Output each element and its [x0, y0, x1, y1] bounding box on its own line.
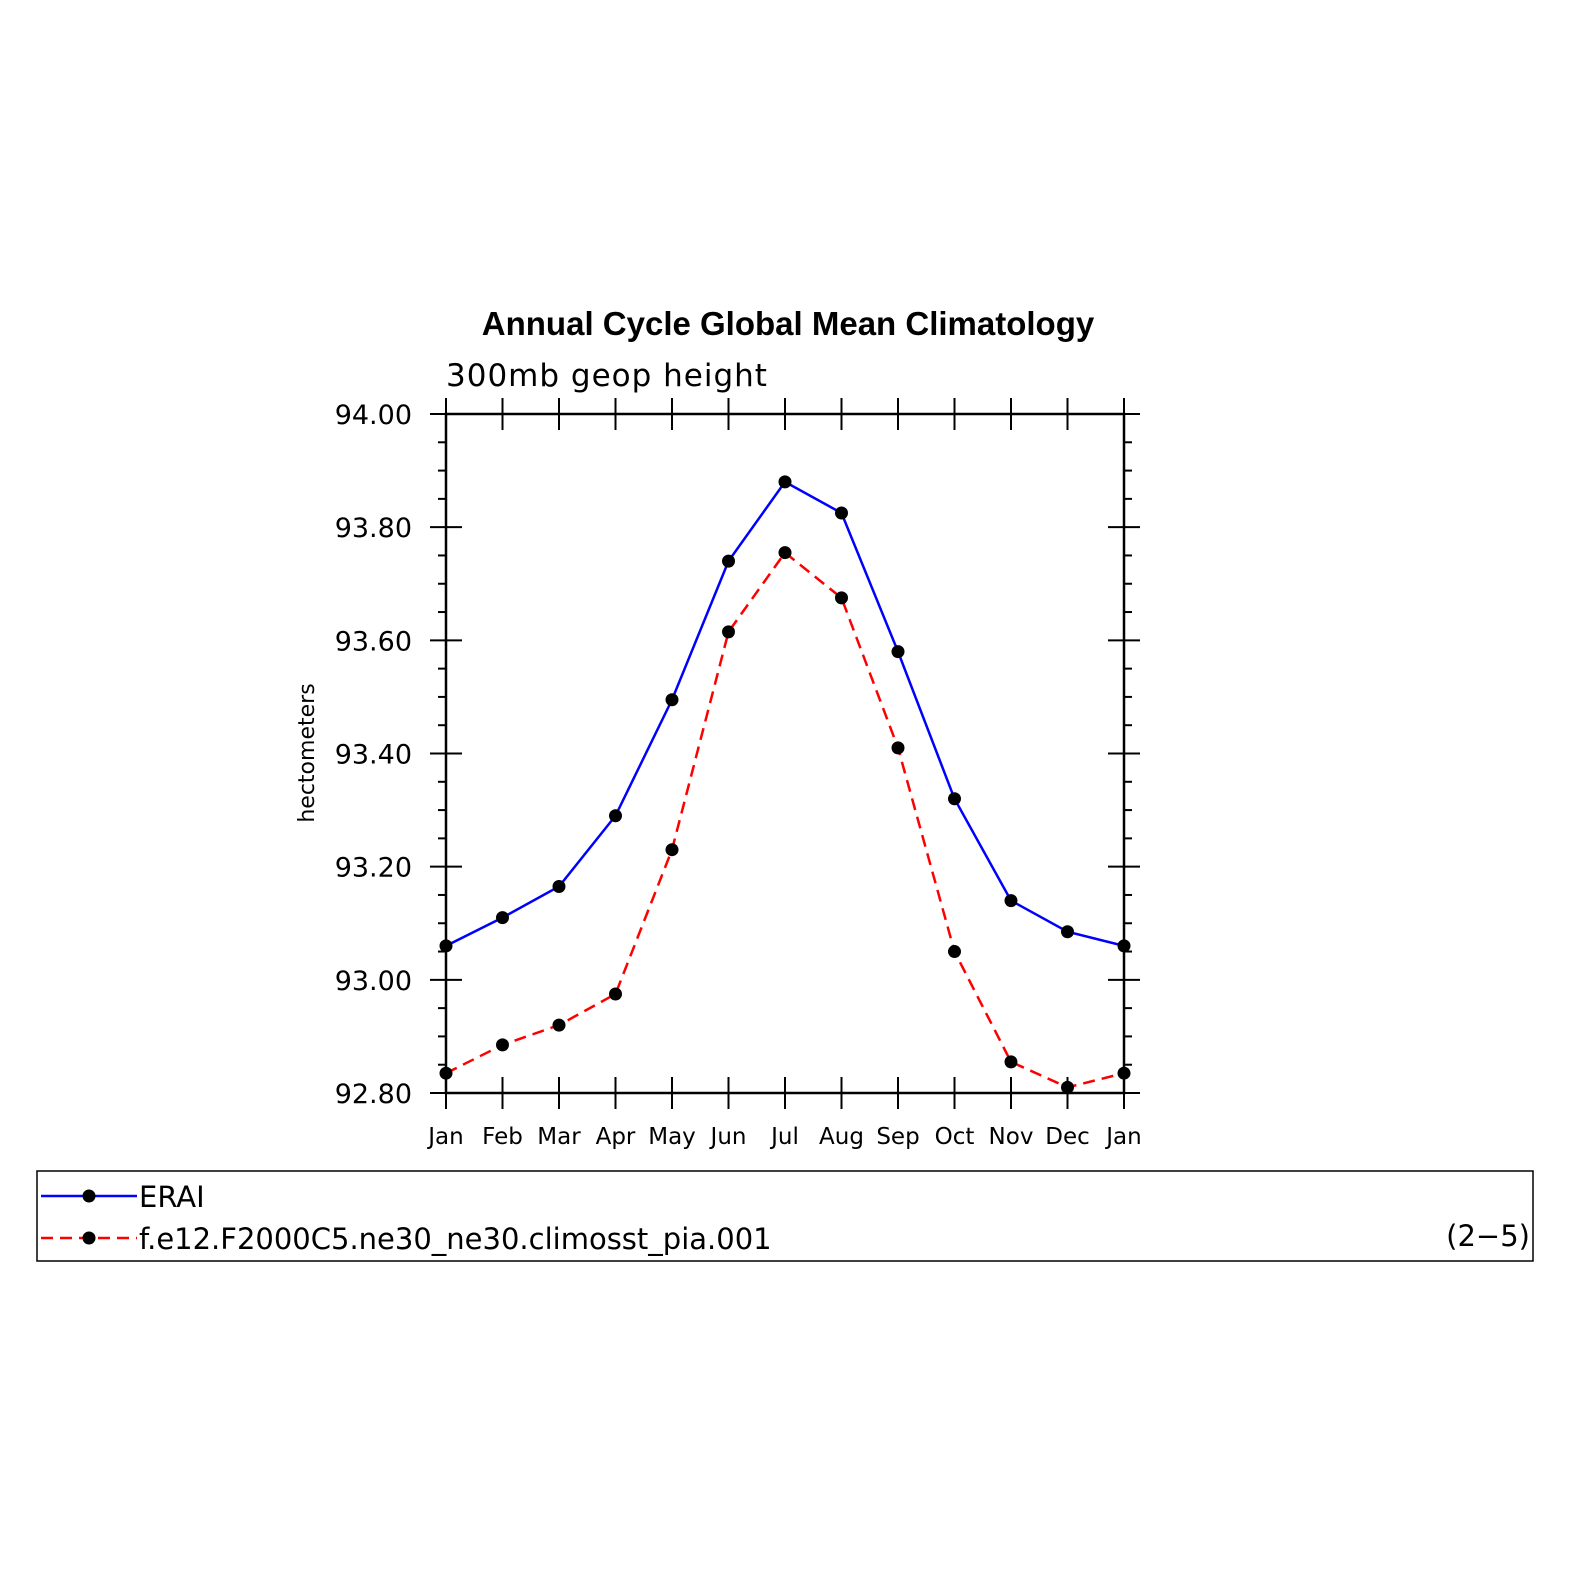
x-tick-labels: Jan Feb Mar Apr May Jun Jul Aug Sep Oct Nov Dec Jan	[426, 1124, 1141, 1150]
y-tick-label: 93.80	[335, 513, 412, 544]
x-tick-label: Sep	[876, 1124, 919, 1150]
series-2-point	[1004, 1055, 1018, 1069]
series-1-point	[778, 475, 792, 489]
x-tick-label: Oct	[935, 1124, 975, 1150]
x-tick-label: Jul	[769, 1124, 799, 1150]
y-tick-label: 93.40	[335, 740, 412, 771]
series-1-point	[835, 506, 848, 520]
x-tick-label: Nov	[989, 1124, 1034, 1150]
legend-marker-2	[82, 1231, 96, 1245]
series-2-point	[722, 625, 735, 639]
y-tick-labels: 92.80 93.00 93.20 93.40 93.60 93.80 94.00	[335, 400, 412, 1110]
x-tick-label: Apr	[596, 1124, 636, 1150]
series-1-point	[609, 809, 622, 823]
series-1-point	[552, 879, 566, 893]
series-1-point	[891, 645, 905, 659]
series-layer	[439, 475, 1131, 1094]
series-2-point	[835, 591, 848, 605]
y-axis-label: hectometers	[295, 683, 320, 822]
plot-frame	[444, 412, 1126, 1095]
series-1-point	[496, 911, 509, 925]
x-tick-label: Aug	[819, 1124, 864, 1150]
series-line-2	[445, 550, 1125, 1089]
series-2-point	[609, 987, 622, 1001]
axes	[430, 398, 1140, 1109]
legend-label-2: f.e12.F2000C5.ne30_ne30.climosst_pia.001	[139, 1222, 772, 1256]
series-2-point	[496, 1038, 509, 1052]
chart-title: Annual Cycle Global Mean Climatology	[482, 305, 1095, 342]
x-tick-label: May	[648, 1124, 696, 1150]
series-2-point	[439, 1066, 453, 1080]
legend-marker-1	[82, 1189, 96, 1203]
series-1-point	[1061, 925, 1074, 939]
legend: ERAI f.e12.F2000C5.ne30_ne30.climosst_pia…	[36, 1170, 1534, 1262]
y-tick-label: 93.60	[335, 626, 412, 657]
series-1-point	[439, 939, 453, 953]
series-2-point	[948, 945, 961, 959]
legend-label-1: ERAI	[139, 1180, 205, 1214]
y-tick-label: 94.00	[335, 400, 412, 431]
x-tick-label: Jun	[709, 1124, 747, 1150]
x-tick-label: Jan	[1104, 1124, 1141, 1150]
x-tick-label: Mar	[537, 1124, 581, 1150]
y-tick-label: 93.20	[335, 853, 412, 884]
series-2-point	[778, 546, 792, 560]
legend-box	[36, 1170, 1534, 1262]
series-2-point	[552, 1018, 566, 1032]
series-1-point	[1117, 939, 1131, 953]
series-2-point	[665, 843, 679, 857]
panel-annotation: (2−5)	[1446, 1219, 1530, 1253]
y-tick-label: 93.00	[335, 966, 412, 997]
x-tick-label: Feb	[482, 1124, 523, 1150]
chart-subtitle: 300mb geop height	[446, 358, 768, 394]
y-tick-label: 92.80	[335, 1079, 412, 1110]
series-1-point	[665, 693, 679, 707]
x-tick-label: Jan	[426, 1124, 463, 1150]
series-2-point	[891, 741, 905, 755]
series-1-point	[722, 554, 735, 568]
series-2-point	[1061, 1080, 1074, 1094]
x-tick-label: Dec	[1045, 1124, 1090, 1150]
series-1-point	[1004, 894, 1018, 908]
legend-items: ERAI f.e12.F2000C5.ne30_ne30.climosst_pia…	[41, 1180, 772, 1256]
series-1-point	[948, 792, 961, 806]
series-2-point	[1117, 1066, 1131, 1080]
